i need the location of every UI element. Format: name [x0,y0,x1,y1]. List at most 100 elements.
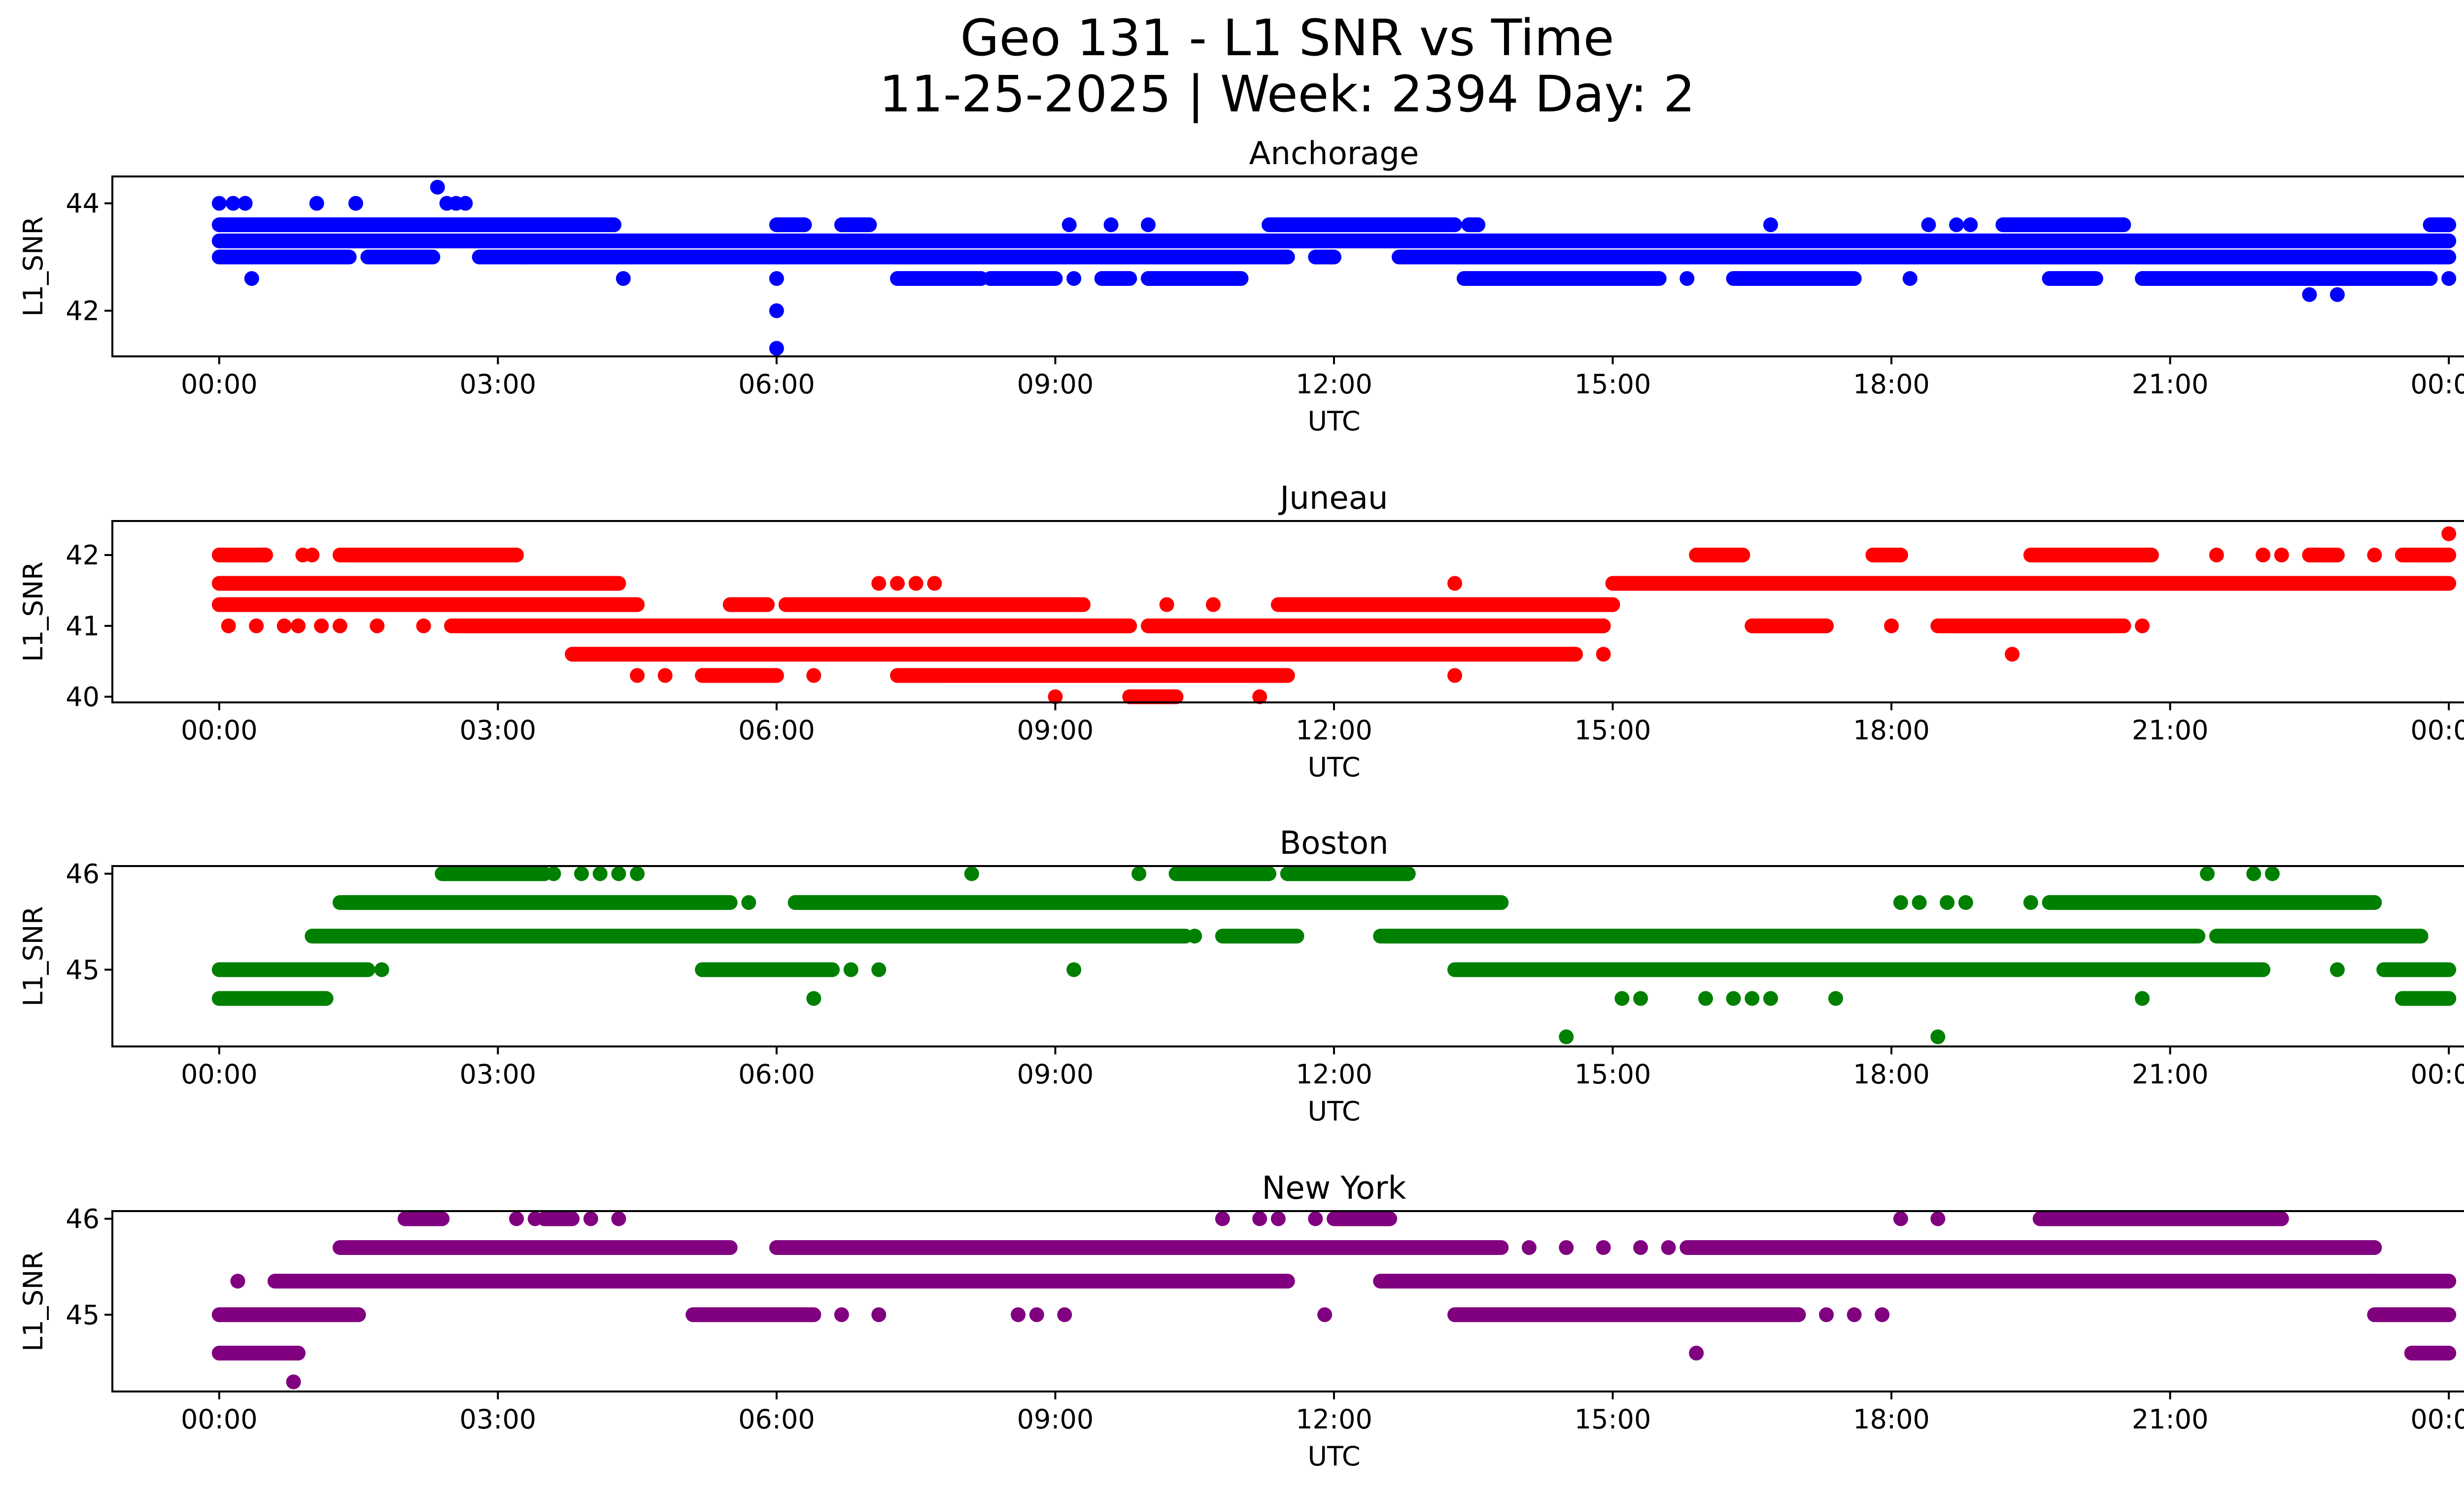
data-point [1884,618,1899,633]
x-tick-label: 00:00 [2410,1059,2464,1090]
panel-2: Boston 00:00 03:00 06:00 09:00 12:00 15:00 18:0… [18,825,2464,1127]
data-point [1215,1211,1230,1226]
data-point [527,1211,543,1226]
data-point [1930,1211,1946,1226]
x-tick-label: 18:00 [1853,715,1930,746]
y-tick-label: 45 [66,954,100,985]
data-point [583,1211,598,1226]
y-tick-label: 42 [66,540,100,571]
x-tick-label: 00:00 [2410,369,2464,400]
data-point [2367,548,2382,562]
data-point [2200,866,2215,881]
data-point [769,303,784,318]
data-point [1633,1240,1648,1255]
data-point [1029,1307,1044,1322]
data-point [741,895,756,910]
x-tick-label: 03:00 [460,369,537,400]
data-point [2144,962,2159,977]
data-point [2274,548,2289,562]
data-point [1893,895,1908,910]
data-point [249,618,264,633]
x-tick-label: 15:00 [1574,1404,1651,1435]
y-axis-label: L1_SNR [18,561,49,662]
data-series [211,866,2457,1044]
data-point [2135,618,2150,633]
data-point [616,271,631,286]
data-point [1661,1240,1676,1255]
x-tick-label: 12:00 [1296,369,1372,400]
data-point [1103,217,1119,233]
data-point [843,962,858,977]
panel-0: Anchorage 00:00 03:00 06:00 09:00 12:00 15:00 1… [18,136,2464,437]
x-axis-label: UTC [1307,1441,1360,1472]
y-axis-label: L1_SNR [18,1251,49,1352]
data-point [1763,217,1779,233]
data-point [2246,866,2261,881]
data-point [348,196,363,211]
data-point [630,668,645,683]
x-tick-label: 18:00 [1853,1059,1930,1090]
x-tick-label: 09:00 [1017,1059,1094,1090]
data-point [1633,991,1648,1006]
x-tick-label: 12:00 [1296,715,1372,746]
data-point [1745,991,1760,1006]
data-point [890,576,905,591]
data-point [305,548,320,562]
x-tick-label: 00:00 [181,369,258,400]
data-point [1447,576,1463,591]
data-point [611,1211,626,1226]
data-point [1819,1307,1834,1322]
x-tick-label: 03:00 [460,1404,537,1435]
data-point [221,618,236,633]
panel-title: New York [1262,1170,1406,1207]
data-point [1205,597,1221,612]
data-point [816,1240,831,1255]
data-point [611,866,626,881]
data-point [806,991,821,1006]
x-tick-label: 12:00 [1296,1404,1372,1435]
data-point [908,576,924,591]
x-tick-label: 00:00 [2410,715,2464,746]
data-point [2329,287,2345,302]
data-point [769,341,784,356]
data-point [2256,548,2271,562]
x-tick-label: 00:00 [181,1404,258,1435]
panels: Anchorage 00:00 03:00 06:00 09:00 12:00 15:00 1… [18,136,2464,1472]
data-point [1252,1211,1267,1226]
data-series [211,179,2457,356]
data-point [1912,895,1927,910]
data-point [1847,1307,1862,1322]
x-tick-label: 03:00 [460,715,537,746]
data-point [1559,1240,1574,1255]
data-point [1940,895,1955,910]
data-point [1140,217,1156,233]
data-point [2023,895,2038,910]
data-point [1559,1029,1574,1044]
data-point [1949,217,1964,233]
x-tick-label: 09:00 [1017,1404,1094,1435]
data-point [1689,1346,1704,1361]
data-point [2265,866,2280,881]
data-point [806,668,821,683]
data-point [416,618,431,633]
data-point [657,668,673,683]
data-point [509,1211,524,1226]
x-tick-label: 00:00 [2410,1404,2464,1435]
y-tick-label: 44 [66,188,100,219]
data-point [1048,689,1063,704]
data-point [2441,526,2457,541]
data-point [2209,548,2224,562]
data-point [546,866,561,881]
data-point [1828,991,1843,1006]
data-point [1726,991,1741,1006]
x-tick-label: 21:00 [2132,369,2209,400]
data-point [1698,991,1713,1006]
data-point [2135,991,2150,1006]
data-point [574,866,589,881]
data-point [430,179,445,195]
data-point [1596,647,1611,662]
x-tick-label: 21:00 [2132,715,2209,746]
data-point [370,618,385,633]
data-point [1921,217,1936,233]
